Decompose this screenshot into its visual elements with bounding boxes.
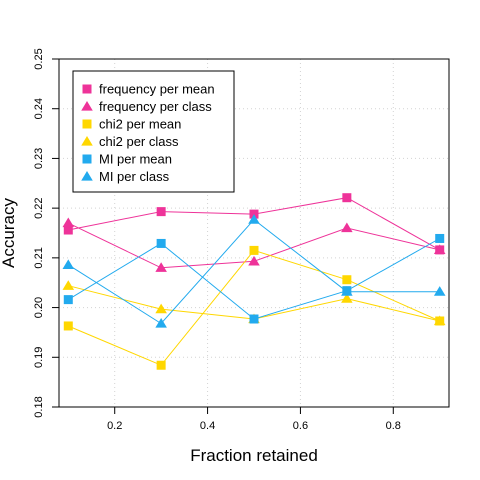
series-line (68, 197, 440, 251)
x-tick-label: 0.2 (107, 420, 122, 432)
legend-label: chi2 per class (99, 134, 179, 149)
data-point (341, 222, 353, 233)
data-point (435, 233, 445, 243)
data-point (62, 217, 75, 228)
legend-label: MI per mean (99, 152, 172, 167)
y-tick-label: 0.19 (33, 347, 45, 368)
x-axis: 0.2 0.4 0.6 0.8 (107, 407, 401, 432)
legend-marker (81, 171, 93, 181)
legend-label: frequency per mean (99, 82, 215, 97)
y-tick-label: 0.24 (33, 98, 45, 119)
legend-marker (82, 154, 92, 164)
data-point (433, 315, 446, 326)
series-0 (63, 193, 445, 255)
y-axis-title: Accuracy (0, 198, 18, 268)
legend: frequency per mean frequency per class chi… (72, 70, 235, 193)
series-1 (62, 217, 446, 272)
x-tick-label: 0.6 (293, 420, 308, 432)
y-tick-label: 0.23 (33, 148, 45, 169)
data-point (433, 286, 446, 296)
legend-box (72, 70, 235, 193)
legend-marker (81, 136, 93, 146)
x-tick-label: 0.4 (200, 420, 215, 432)
legend-marker (82, 84, 92, 94)
y-axis: 0.18 0.19 0.20 0.21 0.22 0.23 0.24 0.25 (33, 48, 59, 418)
series-layer (62, 193, 446, 370)
data-point (155, 303, 167, 314)
data-point (248, 214, 260, 224)
data-point (341, 286, 353, 296)
data-point (155, 317, 167, 328)
data-point (62, 280, 75, 290)
x-axis-title: Fraction retained (190, 446, 318, 465)
data-point (433, 244, 446, 255)
legend-label: frequency per class (99, 99, 212, 114)
y-tick-label: 0.21 (33, 247, 45, 268)
y-tick-label: 0.25 (33, 48, 45, 69)
data-point (156, 238, 166, 248)
legend-marker (82, 119, 92, 129)
y-tick-label: 0.22 (33, 197, 45, 218)
legend-marker (81, 101, 93, 111)
legend-label: MI per class (99, 169, 170, 184)
data-point (156, 207, 166, 217)
data-point (63, 295, 73, 305)
data-point (155, 262, 167, 272)
data-point (62, 259, 75, 269)
data-point (63, 225, 73, 235)
series-5 (62, 214, 446, 328)
plot-frame (58, 58, 450, 408)
data-point (63, 321, 73, 331)
data-point (249, 314, 259, 324)
data-point (156, 360, 166, 370)
data-point (248, 255, 260, 266)
data-point (342, 193, 352, 203)
legend-label: chi2 per mean (99, 117, 181, 132)
x-tick-label: 0.8 (386, 420, 401, 432)
y-tick-label: 0.18 (33, 396, 45, 417)
data-point (249, 245, 259, 255)
data-point (342, 275, 352, 285)
y-tick-label: 0.20 (33, 297, 45, 318)
data-point (341, 293, 353, 303)
